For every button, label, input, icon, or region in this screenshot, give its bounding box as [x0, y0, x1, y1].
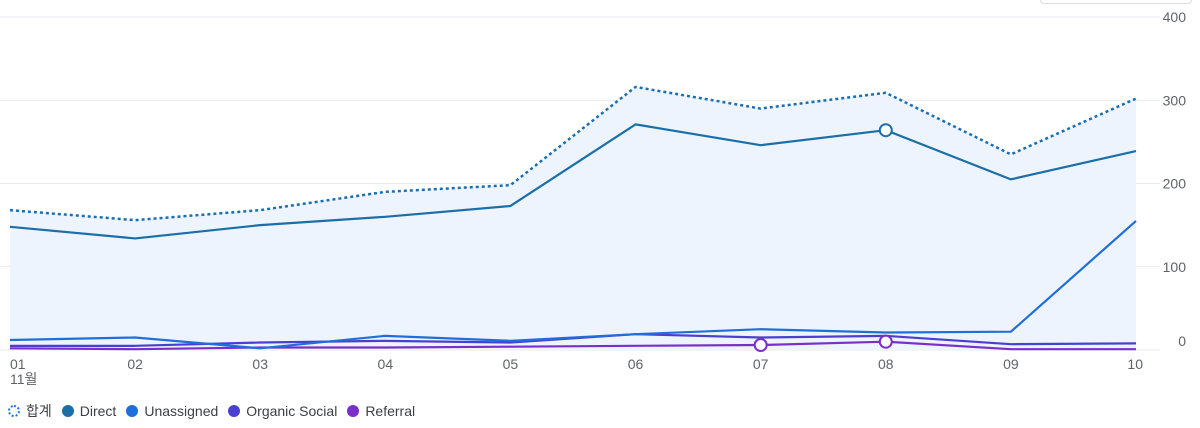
legend-swatch-icon [61, 405, 74, 417]
legend-item-total[interactable]: 합계 [8, 401, 52, 421]
x-tick-label: 05 [503, 356, 519, 372]
series-lines [9, 85, 1137, 351]
line-chart: 0 100 200 300 400 01 02 03 04 05 06 07 08 09 10 11월 [0, 9, 1187, 387]
legend-label: Direct [79, 403, 117, 419]
x-tick-label: 03 [252, 356, 268, 372]
x-tick-label: 10 [1127, 356, 1143, 372]
total-area-fill [10, 86, 1136, 351]
legend-item-direct[interactable]: Direct [61, 403, 117, 419]
series-line [9, 340, 1136, 351]
x-tick-label: 07 [753, 356, 769, 372]
legend-item-referral[interactable]: Referral [347, 403, 415, 419]
chart-legend: 합계 Direct Unassigned Organic Social Refe… [8, 401, 425, 421]
x-tick-sublabel: 11월 [10, 371, 37, 387]
series-line [9, 123, 1137, 240]
series-line [9, 85, 1137, 222]
y-tick-label: 0 [1178, 333, 1186, 349]
legend-swatch-icon [347, 405, 360, 417]
legend-swatch-icon [228, 405, 241, 417]
point-marker [878, 123, 893, 138]
legend-label: 합계 [26, 403, 52, 419]
legend-item-unassigned[interactable]: Unassigned [126, 403, 218, 419]
legend-label: Organic Social [246, 403, 338, 419]
y-axis-ticks: 0 100 200 300 400 [1163, 9, 1187, 349]
x-axis-ticks: 01 02 03 04 05 06 07 08 09 10 11월 [10, 356, 1143, 387]
x-tick-label: 06 [628, 356, 644, 372]
total-area [10, 86, 1136, 351]
legend-item-organic-social[interactable]: Organic Social [228, 403, 337, 419]
point-marker [878, 334, 893, 349]
x-tick-label: 02 [127, 356, 143, 372]
point-markers [753, 123, 893, 353]
series-line [9, 220, 1137, 350]
legend-label: Unassigned [144, 403, 219, 419]
x-tick-label: 01 [10, 356, 26, 372]
legend-swatch-icon [126, 405, 139, 417]
point-marker [753, 338, 768, 353]
y-tick-label: 100 [1163, 259, 1187, 275]
y-tick-label: 400 [1163, 9, 1187, 25]
x-tick-label: 04 [378, 356, 394, 372]
legend-label: Referral [365, 403, 416, 419]
x-tick-label: 08 [878, 356, 894, 372]
legend-dotted-swatch-icon [8, 405, 20, 417]
y-tick-label: 200 [1163, 176, 1187, 192]
y-tick-label: 300 [1163, 92, 1187, 108]
x-tick-label: 09 [1003, 356, 1019, 372]
